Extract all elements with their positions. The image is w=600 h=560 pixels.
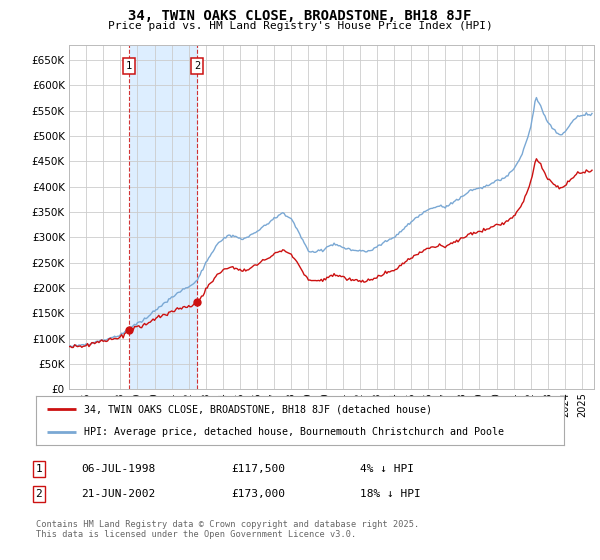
Text: 1: 1 (126, 61, 132, 71)
Text: £117,500: £117,500 (231, 464, 285, 474)
Text: Price paid vs. HM Land Registry's House Price Index (HPI): Price paid vs. HM Land Registry's House … (107, 21, 493, 31)
Text: 21-JUN-2002: 21-JUN-2002 (81, 489, 155, 499)
Bar (130, 45, 197, 389)
Text: 34, TWIN OAKS CLOSE, BROADSTONE, BH18 8JF (detached house): 34, TWIN OAKS CLOSE, BROADSTONE, BH18 8J… (83, 404, 431, 414)
Text: Contains HM Land Registry data © Crown copyright and database right 2025.
This d: Contains HM Land Registry data © Crown c… (36, 520, 419, 539)
Text: £173,000: £173,000 (231, 489, 285, 499)
Text: 4% ↓ HPI: 4% ↓ HPI (360, 464, 414, 474)
Text: 1: 1 (35, 464, 43, 474)
Text: 2: 2 (35, 489, 43, 499)
Text: 2: 2 (194, 61, 200, 71)
Text: HPI: Average price, detached house, Bournemouth Christchurch and Poole: HPI: Average price, detached house, Bour… (83, 427, 503, 437)
Text: 34, TWIN OAKS CLOSE, BROADSTONE, BH18 8JF: 34, TWIN OAKS CLOSE, BROADSTONE, BH18 8J… (128, 9, 472, 23)
Text: 18% ↓ HPI: 18% ↓ HPI (360, 489, 421, 499)
Text: 06-JUL-1998: 06-JUL-1998 (81, 464, 155, 474)
